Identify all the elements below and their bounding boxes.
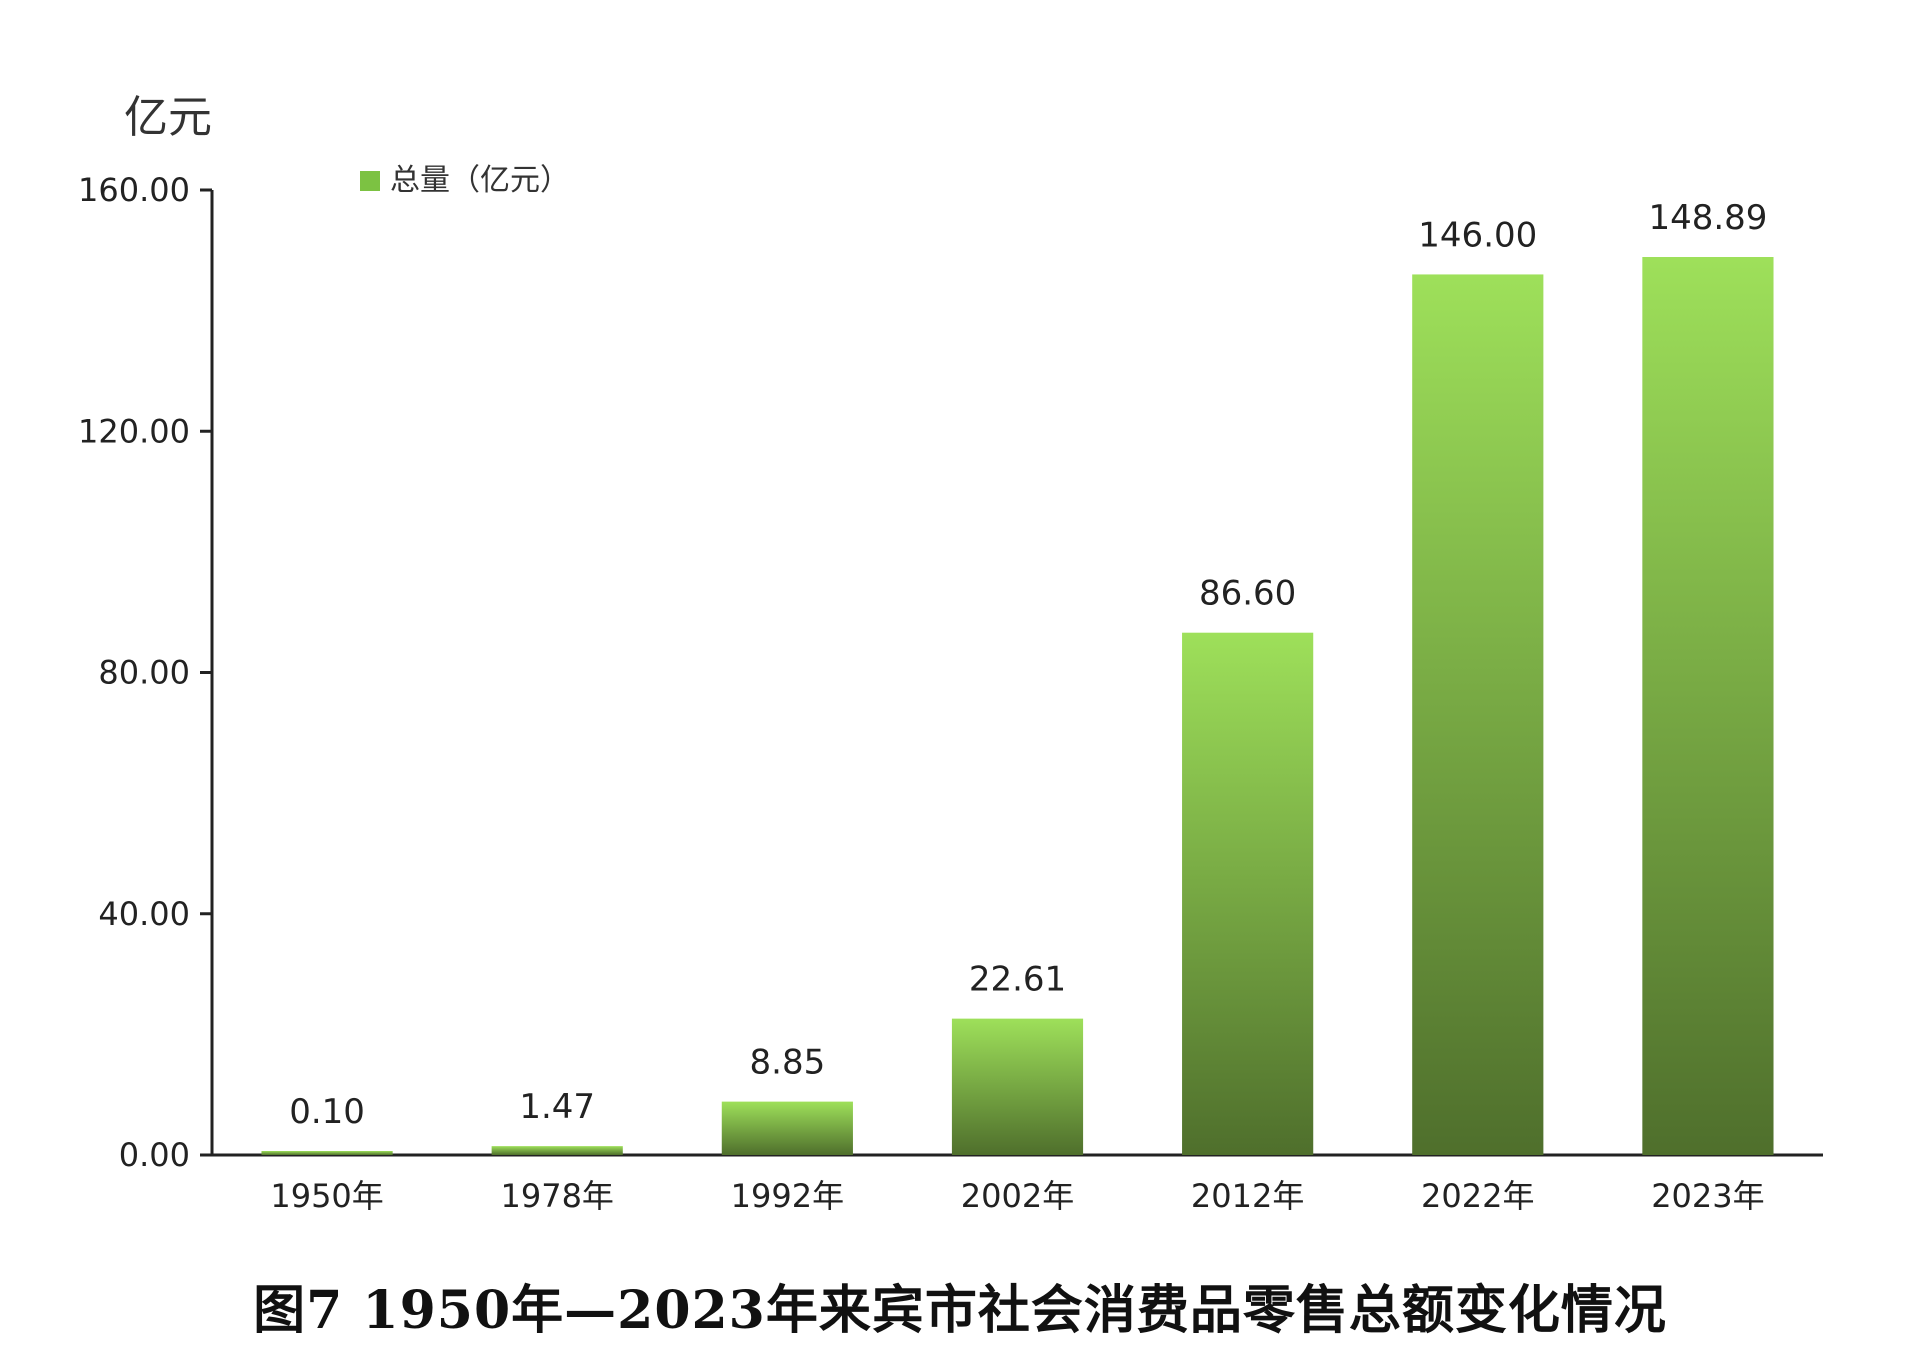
legend: 总量（亿元） xyxy=(360,163,570,198)
bar-value-label: 8.85 xyxy=(750,1043,826,1083)
y-unit-label: 亿元 xyxy=(124,92,212,143)
legend-swatch xyxy=(360,171,380,191)
bar xyxy=(951,1018,1084,1155)
bar-value-label: 0.10 xyxy=(289,1092,365,1132)
bars xyxy=(261,257,1774,1155)
x-tick-label: 1950年 xyxy=(270,1177,383,1215)
bar xyxy=(1412,274,1544,1155)
bar xyxy=(261,1151,393,1155)
bar xyxy=(1182,632,1314,1155)
y-tick-label: 120.00 xyxy=(78,412,190,450)
legend-label: 总量（亿元） xyxy=(390,163,570,198)
bar-value-label: 86.60 xyxy=(1199,574,1296,614)
bar xyxy=(721,1101,853,1155)
bar-value-label: 148.89 xyxy=(1648,198,1767,238)
bar-value-label: 22.61 xyxy=(969,960,1066,1000)
x-tick-label: 2012年 xyxy=(1191,1177,1304,1215)
x-tick-label: 1978年 xyxy=(500,1177,613,1215)
bar-value-label: 146.00 xyxy=(1418,215,1537,255)
value-labels: 0.10 1.47 8.85 22.61 86.60 146.00 148.89 xyxy=(289,198,1767,1132)
y-tick-label: 0.00 xyxy=(119,1136,190,1174)
x-tick-label: 2002年 xyxy=(961,1177,1074,1215)
figure-caption: 图7 1950年—2023年来宾市社会消费品零售总额变化情况 xyxy=(253,1280,1667,1341)
bar xyxy=(491,1146,623,1155)
x-tick-label: 2023年 xyxy=(1651,1177,1764,1215)
x-tick-labels: 1950年 1978年 1992年 2002年 2012年 2022年 2023年 xyxy=(270,1177,1764,1215)
bar-value-label: 1.47 xyxy=(519,1087,595,1127)
bar xyxy=(1642,257,1774,1155)
y-tick-label: 40.00 xyxy=(98,895,190,933)
y-tick-label: 80.00 xyxy=(98,654,190,692)
y-ticks: 0.00 40.00 80.00 120.00 160.00 xyxy=(78,171,212,1174)
x-tick-label: 1992年 xyxy=(731,1177,844,1215)
y-tick-label: 160.00 xyxy=(78,171,190,209)
x-tick-label: 2022年 xyxy=(1421,1177,1534,1215)
bar-chart: 亿元 总量（亿元） 0.00 40.00 80.00 120.00 160.00 0.1… xyxy=(78,92,1823,1215)
